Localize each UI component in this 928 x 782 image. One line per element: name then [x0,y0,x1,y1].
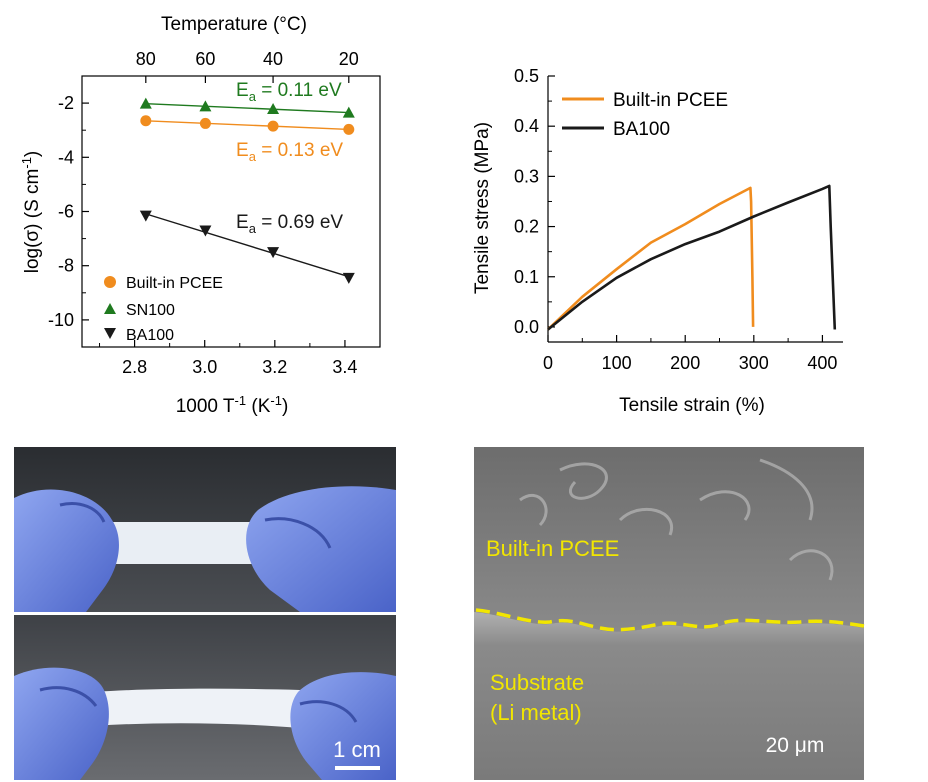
interface-boundary [475,608,865,632]
x-tick-label: 400 [807,353,837,373]
y-tick-label: -4 [58,147,74,167]
data-point [343,123,355,135]
data-point [267,120,279,132]
glove-fold-right-bottom [299,700,358,723]
fit-line-1 [145,102,349,114]
conductivity-chart: 2.8 3.0 3.2 3.4 -2 -4 -6 -8 -10 80 60 40 20 Temper… [19,14,381,417]
data-point [342,272,355,284]
y-tick-label: -8 [58,256,74,276]
data-point [140,115,152,127]
sem-scale-label: 20 μm [766,734,825,757]
y-tick-label: -2 [58,93,74,113]
stretch-photos: 1 cm [14,447,396,780]
x-tick-label: 2.8 [122,357,147,377]
y-tick-label: 0.3 [514,166,539,186]
x-tick-label: 3.2 [262,357,287,377]
polymer-film-stretched [94,688,300,728]
legend-marker-ba100 [104,328,116,339]
photo-scale-bar [335,766,380,770]
fit-line-2 [145,213,350,278]
top-tick-label: 20 [339,49,359,69]
glove-fold-left-bottom [39,686,98,707]
x-axis-label: Tensile strain (%) [619,395,765,416]
data-point [199,117,211,129]
y-tick-label: 0.5 [514,66,539,86]
legend: Built-in PCEE SN100 BA100 [104,275,223,344]
data-markers [139,97,355,284]
y-tick-label: 0.1 [514,267,539,287]
y-ticks: -2 -4 -6 -8 -10 [48,75,89,348]
glove-fold-right-top [264,517,332,549]
x-axis-label: 1000 T-1 (K-1) [176,393,289,417]
sem-cross-section: Built-in PCEE Substrate (Li metal) 20 μm [474,447,865,780]
data-point [267,247,280,259]
y-ticks: 0.0 0.1 0.2 0.3 0.4 0.5 [514,66,555,337]
photo-divider [14,612,396,615]
x-tick-label: 3.0 [192,357,217,377]
glove-left-top [14,489,119,612]
legend-label-ba100: BA100 [126,327,174,344]
top-tick-label: 40 [263,49,283,69]
y-axis-label: log(σ) (S cm-1) [19,151,43,274]
legend-marker-pcee [104,276,116,288]
tensile-chart: 0 100 200 300 400 0.0 0.1 0.2 0.3 0.4 0.5 Tensile… [472,66,843,416]
x-ticks: 2.8 3.0 3.2 3.4 [99,340,357,377]
x-tick-label: 300 [739,353,769,373]
top-tick-label: 60 [195,49,215,69]
y-tick-label: 0.2 [514,217,539,237]
sem-surface-texture [519,458,834,581]
curves [547,184,837,331]
y-tick-label: 0.4 [514,116,539,136]
fit-line-0 [145,120,349,131]
x-tick-label: 3.4 [332,357,357,377]
glove-right-bottom [290,672,396,780]
sem-substrate-layer [474,612,864,780]
data-point [199,225,212,237]
sem-label-substrate: Substrate [490,670,584,695]
photo-scale-label: 1 cm [333,737,381,762]
fit-lines [145,102,350,278]
ea-annotation-ba100: Ea = 0.69 eV [236,212,343,236]
glove-fold-left-top [59,502,106,523]
sem-label-electrolyte: Built-in PCEE [486,536,619,561]
x-tick-label: 100 [602,353,632,373]
y-tick-label: -10 [48,310,74,330]
ea-annotation-pcee: Ea = 0.13 eV [236,140,343,164]
legend: Built-in PCEE BA100 [562,90,728,140]
legend-label-sn100: SN100 [126,302,175,319]
x-tick-label: 0 [543,353,553,373]
x-tick-label: 200 [670,353,700,373]
data-point [342,106,355,118]
legend-label-ba100: BA100 [613,119,670,140]
data-point [139,97,152,109]
data-point [199,100,212,112]
polymer-film-unstretched [88,522,258,564]
top-ticks: 80 60 40 20 [136,49,359,83]
data-point [267,103,280,115]
y-tick-label: 0.0 [514,317,539,337]
sem-label-li-metal: (Li metal) [490,700,582,725]
legend-label-pcee: Built-in PCEE [613,90,728,111]
legend-marker-sn100 [104,303,116,314]
y-axis-label: Tensile stress (MPa) [472,122,493,294]
legend-label-pcee: Built-in PCEE [126,275,223,292]
top-tick-label: 80 [136,49,156,69]
top-axis-label: Temperature (°C) [161,14,307,35]
ea-annotation-sn100: Ea = 0.11 eV [236,80,342,104]
data-point [139,210,152,222]
y-tick-label: -6 [58,202,74,222]
x-ticks: 0 100 200 300 400 [543,335,837,373]
curve-1 [547,184,837,331]
curve-0 [547,186,755,331]
